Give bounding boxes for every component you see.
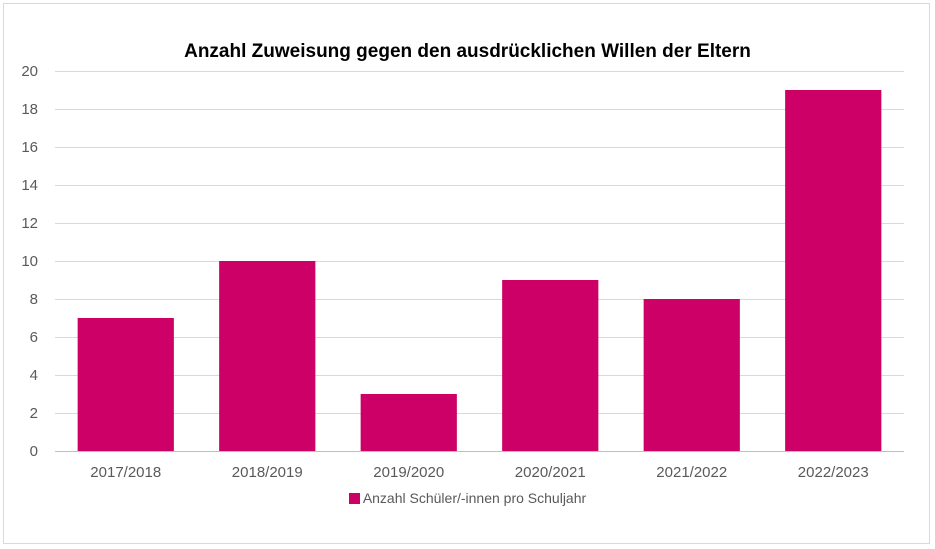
y-tick-label: 18 [21,101,38,118]
bar [502,280,599,451]
x-tick-label: 2022/2023 [798,464,869,481]
chart-title: Anzahl Zuweisung gegen den ausdrückliche… [184,41,751,62]
x-tick-label: 2017/2018 [90,464,161,481]
chart-legend: Anzahl Schüler/-innen pro Schuljahr [0,490,935,506]
bar [77,318,174,451]
y-tick-label: 10 [21,253,38,270]
bar [643,299,740,451]
bar [785,90,882,451]
y-tick-label: 14 [21,177,38,194]
bar [360,394,457,451]
y-tick-label: 4 [30,367,38,384]
legend-swatch [348,493,360,504]
y-tick-label: 20 [21,63,38,80]
x-tick-label: 2019/2020 [373,464,444,481]
x-tick-label: 2018/2019 [232,464,303,481]
y-tick-label: 8 [30,291,38,308]
y-tick-label: 16 [21,139,38,156]
y-tick-label: 2 [30,405,38,422]
y-tick-label: 12 [21,215,38,232]
chart-frame [3,3,930,544]
legend-label: Anzahl Schüler/-innen pro Schuljahr [362,490,587,506]
bar [219,261,316,451]
y-tick-label: 0 [30,443,38,460]
y-tick-label: 6 [30,329,38,346]
x-tick-label: 2021/2022 [656,464,727,481]
x-tick-label: 2020/2021 [515,464,586,481]
